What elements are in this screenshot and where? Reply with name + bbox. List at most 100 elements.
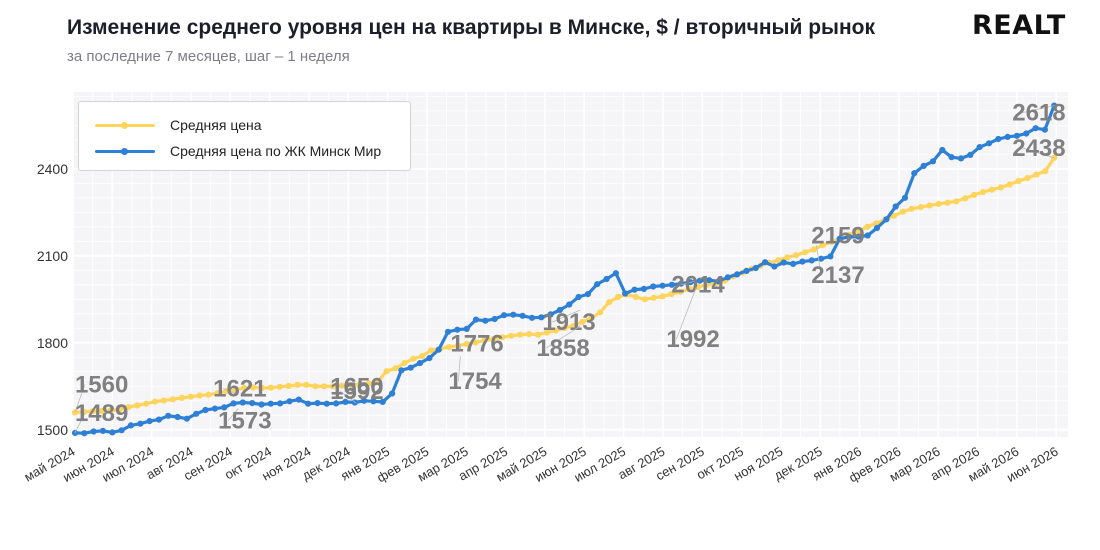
data-point-1 [314, 400, 321, 407]
data-point-1 [939, 146, 946, 154]
data-point-0 [1042, 168, 1049, 175]
data-point-0 [775, 257, 782, 264]
data-point-0 [588, 315, 595, 322]
annotation-leader [1022, 147, 1055, 159]
data-point-0 [410, 355, 417, 362]
data-point-1 [846, 233, 853, 241]
data-label: 1858 [536, 335, 589, 362]
data-point-0 [606, 299, 613, 306]
data-point-0 [935, 200, 942, 207]
data-point-0 [784, 254, 791, 261]
data-point-1 [239, 399, 246, 406]
data-point-1 [650, 283, 657, 290]
data-label: 1592 [330, 378, 383, 405]
data-point-0 [178, 394, 185, 401]
data-point-0 [597, 309, 604, 316]
data-point-1 [827, 253, 834, 260]
data-point-0 [552, 327, 559, 334]
data-point-1 [640, 285, 648, 292]
data-label: 2438 [1012, 135, 1065, 162]
data-point-0 [454, 342, 461, 349]
legend-item-minsk-mir[interactable]: Средняя цена по ЖК Минск Мир [79, 141, 410, 161]
data-point-0 [614, 293, 622, 301]
data-point-1 [612, 270, 620, 277]
data-label: 1489 [75, 400, 128, 427]
data-point-0 [285, 382, 292, 390]
data-point-1 [957, 155, 965, 162]
data-point-1 [762, 259, 769, 266]
data-point-1 [771, 263, 778, 270]
data-label: 2014 [671, 272, 725, 299]
data-point-1 [305, 400, 312, 407]
data-point-1 [267, 400, 274, 407]
data-label: 1560 [75, 371, 128, 398]
data-point-0 [80, 408, 87, 415]
data-point-1 [361, 397, 368, 404]
data-point-1 [155, 416, 162, 423]
data-point-0 [517, 331, 524, 338]
data-point-1 [575, 293, 582, 301]
data-point-0 [392, 365, 399, 372]
data-point-0 [864, 223, 871, 230]
data-point-1 [752, 264, 759, 272]
data-point-0 [463, 340, 470, 347]
data-point-1 [901, 194, 909, 201]
data-point-0 [908, 205, 915, 212]
data-point-1 [90, 428, 97, 435]
annotation-leader [546, 325, 581, 349]
annotation-leader [675, 286, 697, 340]
data-label: 1650 [330, 373, 383, 400]
data-point-1 [435, 346, 442, 353]
data-point-0 [979, 188, 987, 196]
chart-subtitle: за последние 7 месяцев, шаг – 1 неделя [67, 48, 350, 65]
data-point-1 [146, 418, 153, 425]
data-point-0 [89, 408, 96, 415]
data-point-1 [1023, 130, 1030, 137]
data-point-1 [109, 429, 116, 436]
data-point-0 [303, 381, 310, 388]
data-point-0 [819, 242, 826, 249]
y-tick-label: 2400 [37, 161, 68, 177]
data-point-0 [294, 381, 301, 388]
data-point-1 [622, 290, 629, 297]
data-label: 1913 [542, 309, 595, 336]
data-point-0 [525, 331, 533, 338]
data-point-0 [187, 393, 194, 400]
data-point-1 [1032, 125, 1039, 132]
realt-logo: REALT [972, 10, 1066, 41]
data-point-1 [193, 410, 200, 417]
data-label: 1776 [450, 331, 503, 358]
annotation-leader [227, 408, 239, 421]
data-point-0 [71, 409, 79, 416]
data-point-0 [1015, 177, 1022, 185]
annotation-leader [74, 412, 86, 434]
data-point-1 [584, 291, 592, 298]
legend-item-avg-price[interactable]: Средняя цена [79, 115, 410, 135]
annotation-leader [1022, 105, 1055, 114]
legend-marker-minsk-mir [121, 148, 128, 155]
data-point-0 [1024, 175, 1031, 182]
data-point-0 [490, 335, 497, 343]
data-label: 2618 [1012, 100, 1065, 127]
data-point-0 [445, 344, 452, 351]
data-point-1 [230, 400, 237, 407]
data-point-1 [333, 400, 340, 407]
annotation-leader [816, 235, 822, 240]
series-line-1 [73, 103, 1056, 435]
data-point-1 [379, 398, 386, 405]
data-point-1 [99, 427, 106, 434]
legend-label-minsk-mir: Средняя цена по ЖК Минск Мир [170, 143, 382, 159]
data-point-1 [295, 396, 302, 403]
data-point-1 [892, 203, 899, 210]
data-point-1 [444, 328, 452, 335]
data-point-0 [116, 406, 123, 413]
data-point-0 [152, 398, 159, 405]
data-label: 1754 [448, 368, 502, 395]
data-point-0 [953, 198, 960, 205]
data-point-1 [81, 430, 88, 437]
data-point-1 [929, 158, 937, 165]
data-point-1 [165, 412, 172, 419]
data-point-0 [249, 384, 257, 391]
data-point-0 [160, 397, 168, 404]
data-point-0 [481, 337, 488, 344]
